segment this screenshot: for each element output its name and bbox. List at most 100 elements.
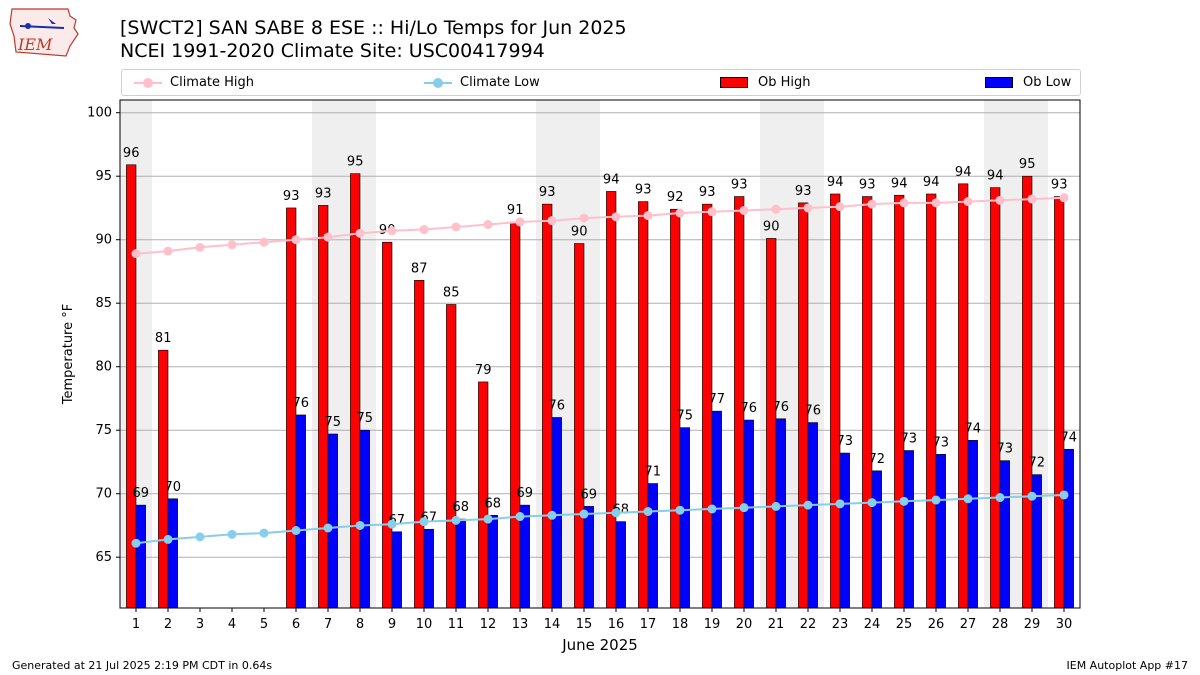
x-tick-label: 28 xyxy=(992,617,1009,632)
climate-high-point xyxy=(899,198,909,208)
ob-high-bar xyxy=(350,173,361,609)
ob-low-bar xyxy=(935,454,946,609)
climate-low-point xyxy=(931,495,941,505)
ob-high-bar xyxy=(382,241,393,609)
climate-high-point xyxy=(451,222,461,232)
x-tick-label: 14 xyxy=(544,617,561,632)
app-footer: IEM Autoplot App #17 xyxy=(1066,659,1189,672)
ob-low-bar xyxy=(999,460,1010,609)
climate-low-point xyxy=(451,515,461,525)
climate-low-point xyxy=(611,508,621,518)
climate-high-point xyxy=(707,207,717,217)
legend-item-ob-high: Ob High xyxy=(720,70,811,95)
climate-low-point xyxy=(355,520,365,530)
ob-high-bar xyxy=(318,205,329,609)
ob-low-bar xyxy=(359,429,370,609)
ob-high-bar xyxy=(990,187,1001,609)
x-tick-label: 30 xyxy=(1056,617,1073,632)
climate-low-point xyxy=(1059,490,1069,500)
ob-low-bar xyxy=(871,470,882,609)
climate-low-point xyxy=(419,517,429,527)
x-tick-label: 18 xyxy=(672,617,689,632)
ob-low-bar xyxy=(775,418,786,609)
legend-label: Ob High xyxy=(758,75,811,90)
climate-low-point xyxy=(131,538,141,548)
x-tick-label: 1 xyxy=(132,617,140,632)
ob-low-label: 74 xyxy=(965,421,982,436)
ob-high-label: 90 xyxy=(571,225,588,240)
climate-low-point xyxy=(515,512,525,522)
climate-low-point xyxy=(707,504,717,514)
ob-low-label: 68 xyxy=(485,496,502,511)
climate-high-point xyxy=(515,217,525,227)
climate-high-point xyxy=(995,195,1005,205)
ob-low-label: 68 xyxy=(453,500,470,515)
x-tick-label: 5 xyxy=(260,617,268,632)
climate-high-line xyxy=(135,196,1065,255)
svg-text:IEM: IEM xyxy=(17,35,53,54)
ob-high-label: 94 xyxy=(827,175,844,190)
legend-label: Climate Low xyxy=(460,75,540,90)
climate-low-point xyxy=(547,510,557,520)
climate-high-point xyxy=(675,208,685,218)
climate-low-point xyxy=(835,499,845,509)
climate-high-point xyxy=(195,242,205,252)
ob-high-label: 93 xyxy=(283,189,300,204)
y-tick-label: 100 xyxy=(87,106,112,121)
ob-high-label: 94 xyxy=(923,175,940,190)
generated-footer: Generated at 21 Jul 2025 2:19 PM CDT in … xyxy=(12,659,273,672)
climate-low-point xyxy=(1027,491,1037,501)
climate-high-point xyxy=(547,216,557,226)
y-tick-label: 70 xyxy=(95,487,112,502)
ob-low-bar xyxy=(743,419,754,609)
ob-low-label: 69 xyxy=(581,487,598,502)
y-axis-label: Temperature °F xyxy=(61,304,76,405)
ob-low-bar xyxy=(295,414,306,609)
x-tick-label: 16 xyxy=(608,617,625,632)
x-tick-label: 6 xyxy=(292,617,300,632)
legend-label: Climate High xyxy=(170,75,255,90)
legend-item-ob-low: Ob Low xyxy=(985,70,1071,95)
ob-high-bar xyxy=(862,196,873,609)
ob-high-bar xyxy=(478,381,489,609)
ob-low-label: 70 xyxy=(165,480,182,495)
ob-high-label: 81 xyxy=(155,331,172,346)
x-tick-label: 13 xyxy=(512,617,529,632)
ob-low-label: 69 xyxy=(133,486,150,501)
climate-high-point xyxy=(803,203,813,213)
climate-low-point xyxy=(163,534,173,544)
legend-item-climate-low: Climate Low xyxy=(424,70,540,95)
climate-low-point xyxy=(675,505,685,515)
ob-high-bar xyxy=(1022,175,1033,609)
climate-low-point xyxy=(387,519,397,529)
climate-high-point xyxy=(227,240,237,250)
ob-low-label: 75 xyxy=(677,409,694,424)
ob-low-label: 76 xyxy=(293,396,310,411)
climate-high-point xyxy=(387,226,397,236)
ob-low-bar xyxy=(903,450,914,609)
y-tick-label: 90 xyxy=(95,233,112,248)
y-tick-label: 95 xyxy=(95,169,112,184)
ob-low-bar xyxy=(455,518,466,609)
climate-low-point xyxy=(803,500,813,510)
ob-high-label: 95 xyxy=(1019,157,1036,172)
ob-low-bar xyxy=(679,427,690,609)
ob-high-label: 94 xyxy=(955,165,972,180)
ob-low-label: 73 xyxy=(933,435,950,450)
iem-logo: IEM xyxy=(9,8,79,57)
x-tick-label: 23 xyxy=(832,617,849,632)
climate-low-point xyxy=(995,493,1005,503)
ob-low-label: 75 xyxy=(325,415,342,430)
y-tick-label: 65 xyxy=(95,550,112,565)
ob-high-label: 87 xyxy=(411,261,428,276)
ob-high-bar xyxy=(638,201,649,609)
x-tick-label: 22 xyxy=(800,617,817,632)
climate-high-point xyxy=(963,197,973,207)
ob-high-label: 93 xyxy=(731,178,748,193)
ob-high-label: 85 xyxy=(443,285,460,300)
climate-low-line xyxy=(135,494,1065,545)
ob-low-bar xyxy=(167,498,178,609)
x-tick-label: 4 xyxy=(228,617,236,632)
climate-high-point xyxy=(483,219,493,229)
x-tick-label: 9 xyxy=(388,617,396,632)
